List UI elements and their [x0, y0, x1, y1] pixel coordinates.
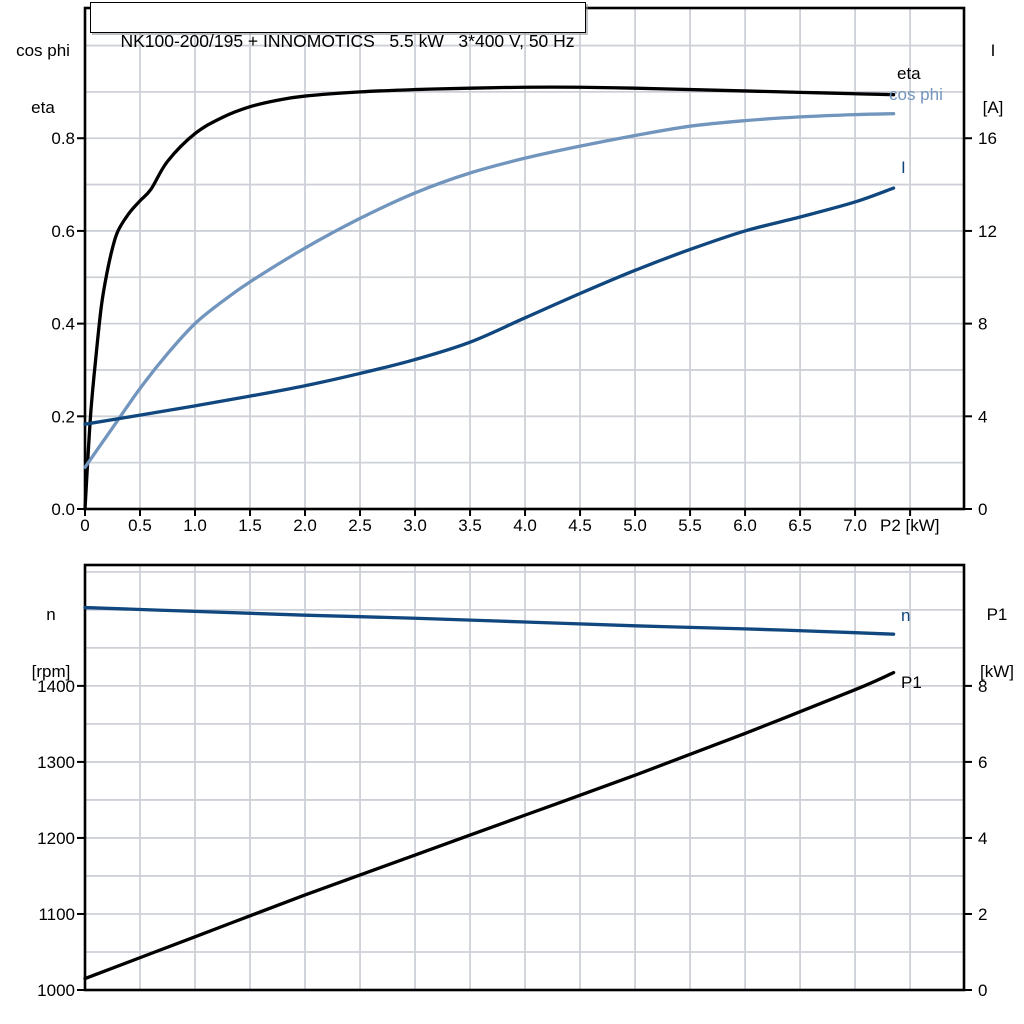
x-tick-label: 2.0 — [293, 516, 317, 535]
axis-header-speed: n — [46, 605, 56, 624]
top-right-axis-header: I [A] — [970, 3, 1016, 155]
chart-title: NK100-200/195 + INNOMOTICS 5.5 kW 3*400 … — [120, 31, 575, 51]
left-tick-label: 0.8 — [51, 129, 75, 148]
x-tick-label: 0 — [80, 516, 89, 535]
axis-header-speed-unit: [rpm] — [31, 662, 71, 681]
axis-header-eta: eta — [31, 98, 55, 117]
x-tick-label: 4.5 — [568, 516, 592, 535]
curve-label-eta: eta — [897, 64, 921, 83]
x-tick-label: 1.0 — [183, 516, 207, 535]
left-tick-label: 1200 — [37, 829, 75, 848]
x-tick-label: 5.0 — [623, 516, 647, 535]
curve-n — [83, 605, 896, 636]
top-left-axis-header: cos phi eta — [4, 3, 82, 155]
right-tick-label: 4 — [978, 829, 987, 848]
x-tick-label: 6.5 — [788, 516, 812, 535]
axis-header-cos-phi: cos phi — [16, 41, 70, 60]
x-tick-label: 5.5 — [678, 516, 702, 535]
right-axis-ticks: 0 4 8 12 16 — [964, 129, 997, 519]
left-axis-ticks: 0.0 0.2 0.4 0.6 0.8 — [51, 129, 85, 519]
right-axis-ticks: 0 2 4 6 8 — [964, 677, 987, 1000]
axis-header-p1-unit: [kW] — [980, 662, 1014, 681]
curve-cos-phi — [83, 112, 896, 469]
curve-eta — [83, 85, 896, 511]
curve-label-p1: P1 — [901, 673, 922, 692]
left-tick-label: 1400 — [37, 677, 75, 696]
axis-header-p1: P1 — [986, 605, 1008, 624]
curves — [83, 605, 896, 981]
x-tick-label: 7.0 — [843, 516, 867, 535]
vertical-gridlines — [139, 565, 911, 990]
right-tick-label: 4 — [978, 407, 987, 426]
curve-I — [83, 186, 896, 426]
axis-header-current: I — [990, 41, 996, 60]
right-tick-label: 6 — [978, 753, 987, 772]
left-axis-ticks: 1000 1100 1200 1300 1400 — [37, 677, 85, 1000]
plot-frame — [83, 563, 966, 992]
x-tick-label: 0.5 — [128, 516, 152, 535]
right-tick-label: 8 — [978, 677, 987, 696]
vertical-gridlines — [139, 8, 911, 509]
right-tick-label: 0 — [978, 981, 987, 1000]
horizontal-gridlines — [85, 44, 964, 464]
curves — [83, 85, 896, 511]
left-tick-label: 0.6 — [51, 222, 75, 241]
x-tick-label: 3.5 — [458, 516, 482, 535]
x-tick-label: 2.5 — [348, 516, 372, 535]
chart-title-box: NK100-200/195 + INNOMOTICS 5.5 kW 3*400 … — [90, 2, 586, 51]
x-tick-label: 1.5 — [238, 516, 262, 535]
x-axis-unit-label: P2 [kW] — [880, 516, 940, 535]
bottom-right-axis-header: P1 [kW] — [972, 567, 1022, 719]
curve-P1 — [83, 670, 896, 981]
x-tick-label: 3.0 — [403, 516, 427, 535]
axis-header-current-unit: [A] — [982, 98, 1004, 117]
left-tick-label: 0.0 — [51, 500, 75, 519]
right-tick-label: 2 — [978, 905, 987, 924]
right-tick-label: 0 — [978, 500, 987, 519]
curve-label-cos-phi: cos phi — [889, 85, 943, 104]
left-tick-label: 0.2 — [51, 407, 75, 426]
horizontal-gridlines — [85, 570, 964, 953]
right-tick-label: 16 — [978, 129, 997, 148]
left-tick-label: 1300 — [37, 753, 75, 772]
x-tick-label: 6.0 — [733, 516, 757, 535]
x-axis-ticks: 0 0.5 1.0 1.5 2.0 2.5 3.0 3.5 4.0 4.5 5.0 5.5 6.0 6.5… — [80, 509, 940, 535]
curve-label-current: I — [901, 158, 906, 177]
chart-top: 0.0 0.2 0.4 0.6 0.8 0 4 8 12 16 0 0.5 1.0 1.5 2.0 2.5 3.… — [51, 6, 997, 535]
left-tick-label: 1100 — [38, 905, 75, 924]
chart-bottom: 1000 1100 1200 1300 1400 0 2 4 6 8 — [37, 563, 987, 1000]
bottom-left-axis-header: n [rpm] — [20, 567, 82, 719]
left-tick-label: 1000 — [37, 981, 75, 1000]
left-tick-label: 0.4 — [51, 315, 75, 334]
x-tick-label: 4.0 — [513, 516, 537, 535]
right-tick-label: 12 — [978, 222, 997, 241]
curve-label-speed: n — [901, 606, 911, 625]
right-tick-label: 8 — [978, 315, 987, 334]
